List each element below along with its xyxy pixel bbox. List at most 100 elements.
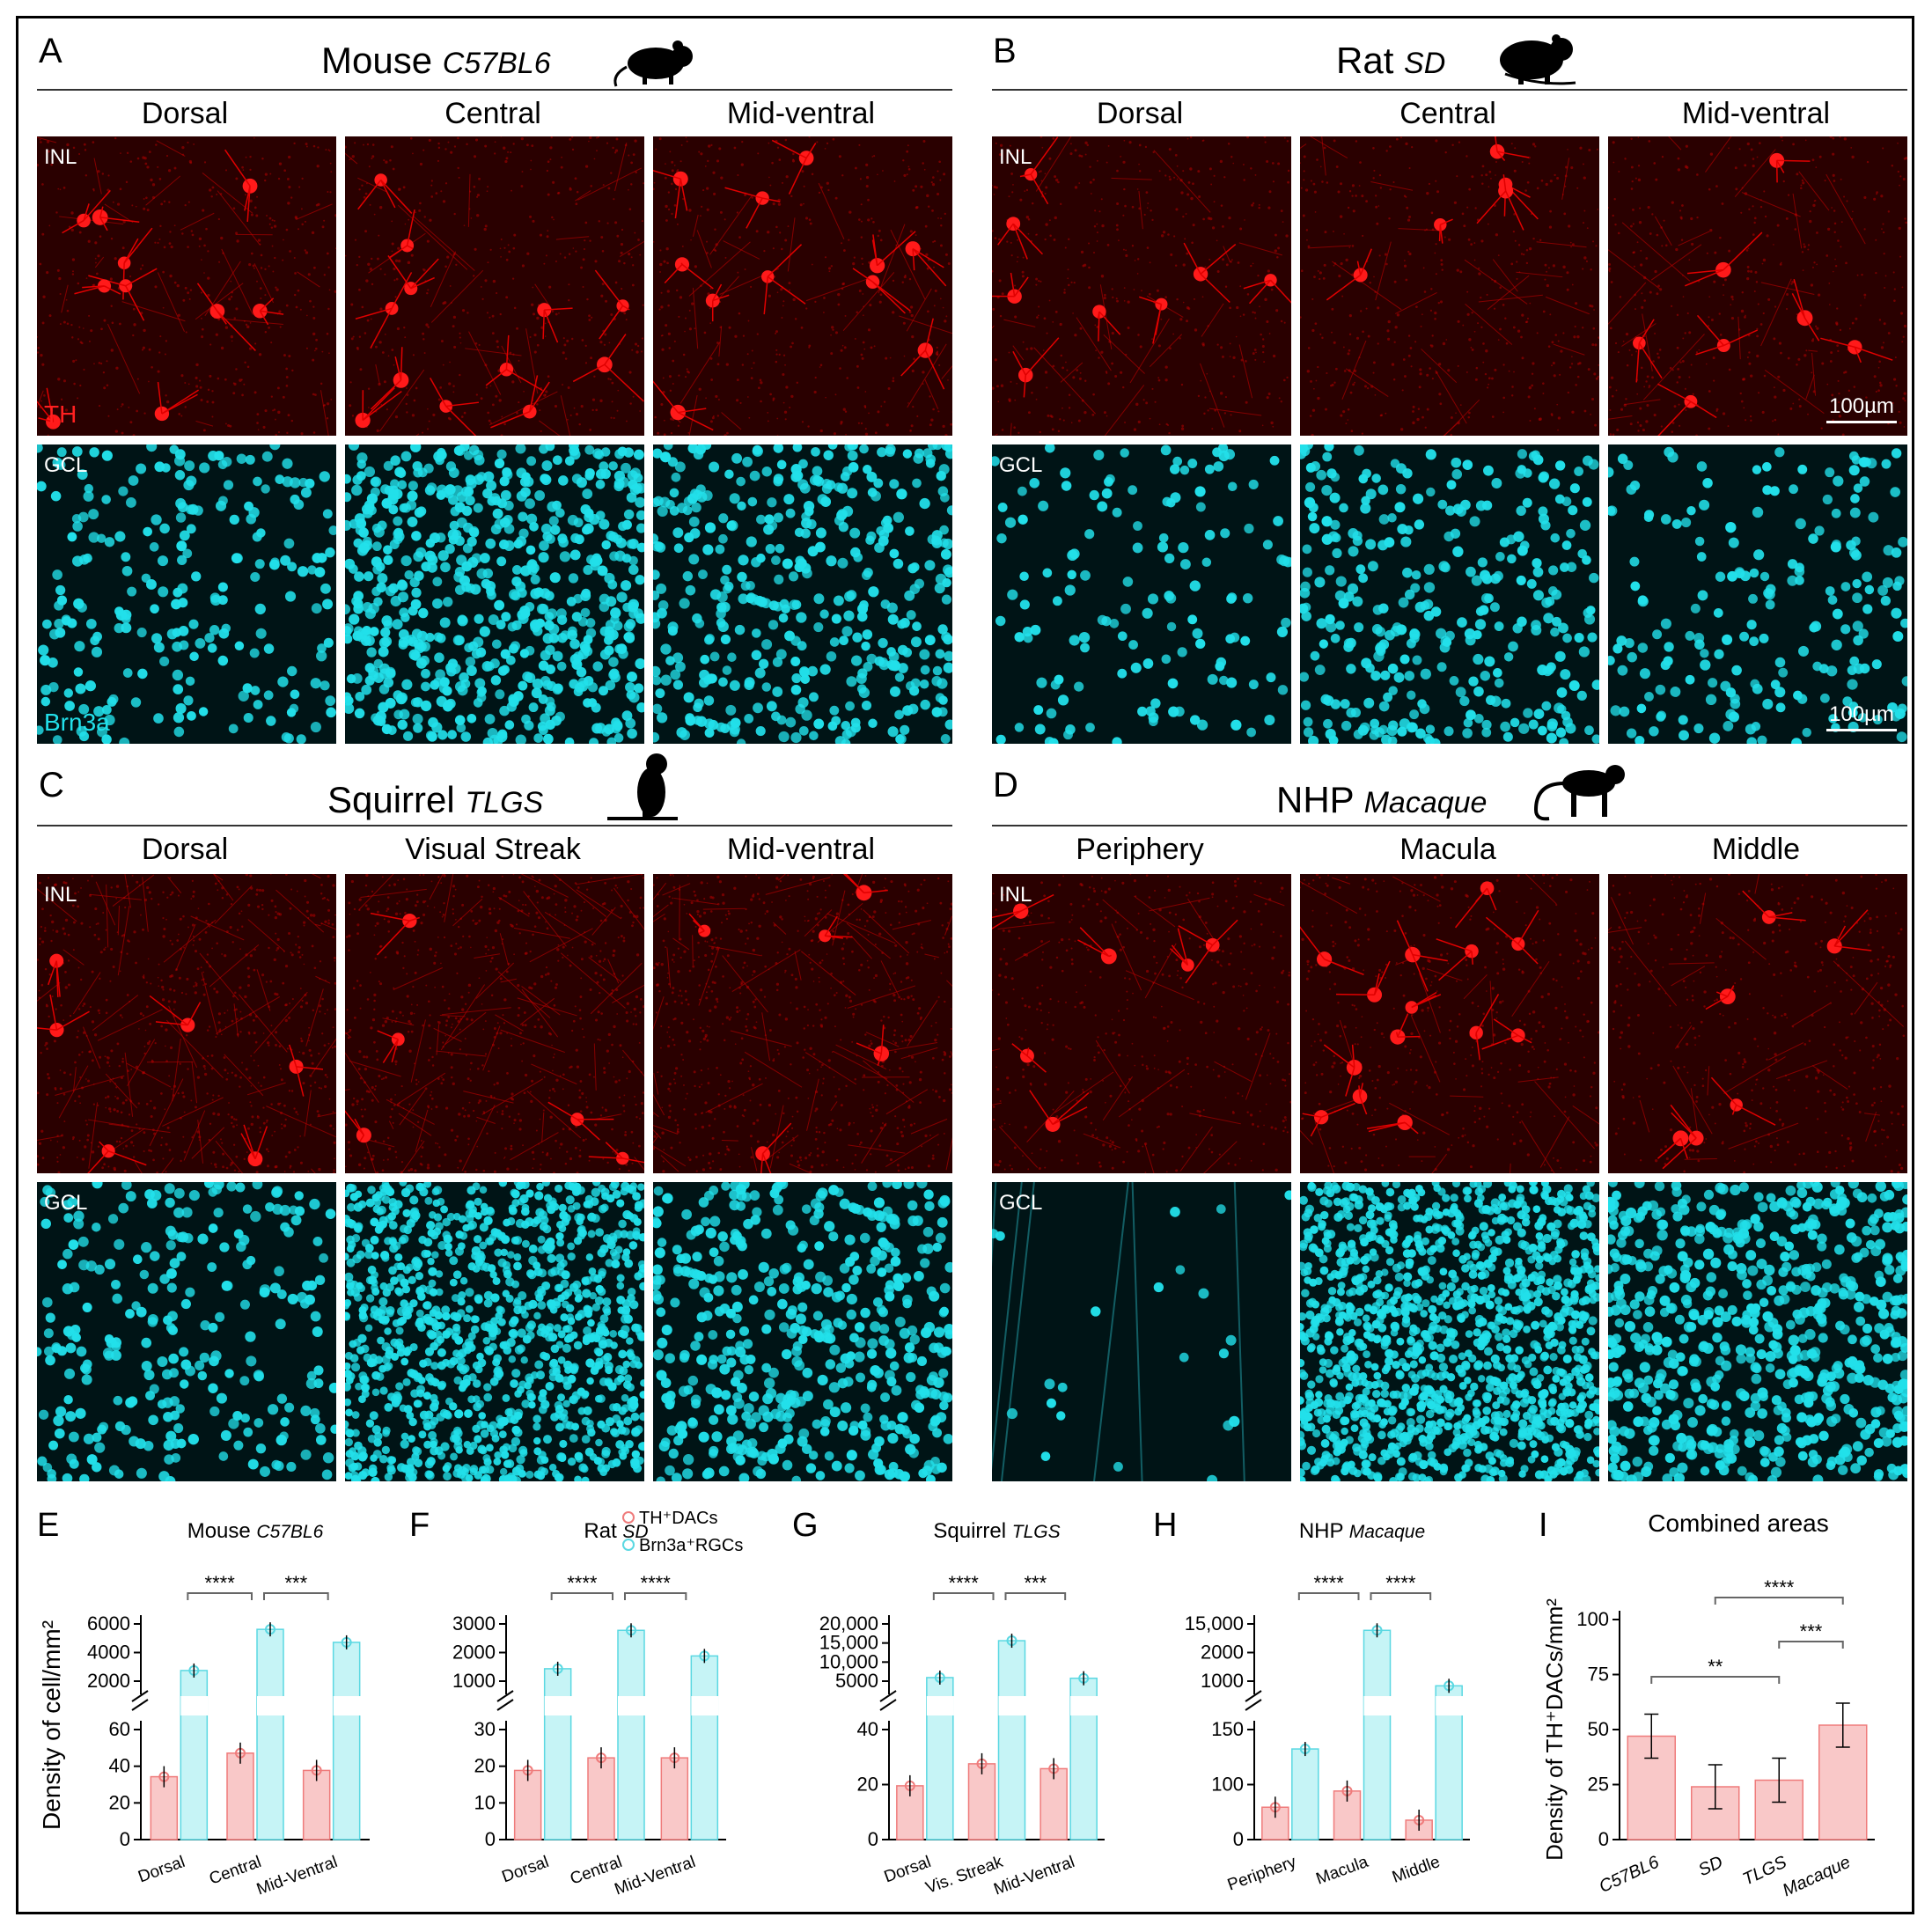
panel-letter-b: B	[993, 32, 1017, 70]
x-tick-label: Macaque	[1780, 1853, 1854, 1901]
bar-break-gap	[1070, 1696, 1098, 1715]
bar-dac	[513, 1769, 542, 1840]
significance-label: ****	[1314, 1572, 1345, 1594]
micrograph-texture	[345, 444, 644, 744]
axis-break	[496, 1690, 514, 1702]
micrograph-th	[653, 136, 952, 436]
axis-break	[879, 1690, 897, 1702]
layer-label-inl: INL	[44, 145, 77, 169]
region-label: Dorsal	[1096, 97, 1184, 130]
bar-break-gap	[926, 1696, 954, 1715]
tick-label: 0	[868, 1828, 878, 1850]
panel-title-a: Mouse C57BL6	[321, 40, 551, 81]
micrograph-texture	[1300, 1182, 1599, 1481]
tick-label: 10	[474, 1791, 496, 1813]
bar-rgc	[1291, 1748, 1319, 1840]
panel-letter-h: H	[1153, 1507, 1177, 1544]
layer-label-gcl: GCL	[44, 453, 88, 477]
bar-dac	[226, 1752, 254, 1840]
axis-break	[879, 1699, 897, 1711]
tick-label: 20	[474, 1755, 496, 1777]
x-tick-label: Dorsal	[500, 1853, 552, 1887]
bar-dac	[660, 1757, 689, 1840]
chart-title: Mouse C57BL6	[187, 1519, 324, 1543]
micrograph-texture	[345, 874, 644, 1173]
x-tick-label: Mid-Ventral	[254, 1853, 340, 1899]
x-tick-label: Mid-Ventral	[613, 1853, 698, 1899]
micrograph-texture	[345, 136, 644, 436]
x-tick-label: Macula	[1313, 1853, 1370, 1889]
micrograph-th	[653, 874, 952, 1173]
micrograph-th	[1300, 874, 1599, 1173]
micrograph-th: INL TH	[37, 136, 336, 436]
significance-bracket	[1004, 1592, 1067, 1600]
region-label: Mid-ventral	[726, 97, 876, 130]
legend-label-rgc: Brn3a⁺RGCs	[639, 1536, 743, 1555]
panel-letter-a: A	[39, 32, 62, 70]
panel-title-b: Rat SD	[1336, 40, 1446, 81]
micrograph-brn3a: GCL	[37, 1182, 336, 1481]
micrograph-texture	[992, 136, 1291, 436]
micrograph-texture	[653, 1182, 952, 1481]
micrograph-texture	[992, 1182, 1291, 1481]
micrograph-th: INL	[992, 136, 1291, 436]
significance-label: **	[1708, 1656, 1723, 1678]
mouse-silhouette-icon	[613, 40, 693, 87]
micrograph-texture	[1300, 874, 1599, 1173]
tick-label: 4000	[87, 1642, 130, 1664]
panel-letter-c: C	[39, 766, 64, 804]
legend-label-dac: TH⁺DACs	[639, 1509, 717, 1528]
micrograph-texture	[345, 1182, 644, 1481]
micrograph-brn3a	[1300, 444, 1599, 744]
chart-title: Rat SD	[584, 1519, 648, 1543]
axis-break	[1245, 1699, 1262, 1711]
bar-break-gap	[257, 1696, 284, 1715]
tick-label: 2000	[452, 1642, 496, 1664]
tick-label: 5000	[835, 1670, 878, 1692]
bar-dac	[967, 1763, 996, 1840]
bar-rgc	[543, 1668, 572, 1840]
scale-bar: 100µm	[1826, 702, 1897, 731]
x-tick-label: Mid-Ventral	[991, 1853, 1076, 1899]
bar-rgc	[690, 1655, 719, 1840]
significance-label: ***	[1024, 1572, 1047, 1594]
micrograph-brn3a	[345, 444, 644, 744]
rat-silhouette-icon	[1500, 34, 1576, 85]
tick-label: 15,000	[1185, 1612, 1244, 1634]
panel-letter-g: G	[792, 1507, 819, 1544]
micrograph-brn3a	[1300, 1182, 1599, 1481]
tick-label: 40	[109, 1755, 130, 1777]
layer-label-inl: INL	[999, 883, 1032, 907]
axis-break	[496, 1699, 514, 1711]
micrograph-texture	[37, 874, 336, 1173]
axis-break	[131, 1699, 149, 1711]
significance-bracket	[1714, 1597, 1844, 1605]
micrograph-brn3a	[653, 1182, 952, 1481]
legend-marker-rgc	[622, 1539, 635, 1551]
significance-bracket	[1650, 1676, 1781, 1684]
tick-label: 50	[1588, 1718, 1609, 1740]
axis-break	[131, 1690, 149, 1702]
tick-label: 2000	[1201, 1642, 1244, 1664]
micrograph-brn3a: GCL	[992, 1182, 1291, 1481]
panel-letter-f: F	[409, 1507, 430, 1544]
significance-label: ***	[1800, 1620, 1823, 1642]
tick-label: 2000	[87, 1670, 130, 1692]
micrograph-texture	[1608, 136, 1907, 436]
layer-label-gcl: GCL	[999, 1191, 1043, 1215]
micrograph-texture	[1608, 1182, 1907, 1481]
layer-label-gcl: GCL	[999, 453, 1043, 477]
micrograph-texture	[992, 874, 1291, 1173]
bar-break-gap	[998, 1696, 1026, 1715]
micrograph-texture	[992, 444, 1291, 744]
region-label: Central	[444, 97, 541, 130]
tick-label: 20,000	[819, 1612, 878, 1634]
micrograph-th: INL	[992, 874, 1291, 1173]
x-tick-label: Periphery	[1225, 1853, 1299, 1895]
tick-label: 20	[109, 1791, 130, 1813]
region-label: Central	[1399, 97, 1496, 130]
bar-dac	[587, 1757, 615, 1840]
tick-label: 75	[1588, 1664, 1609, 1686]
micrograph-brn3a: 100µm	[1608, 444, 1907, 744]
bar-dac	[1039, 1767, 1068, 1840]
